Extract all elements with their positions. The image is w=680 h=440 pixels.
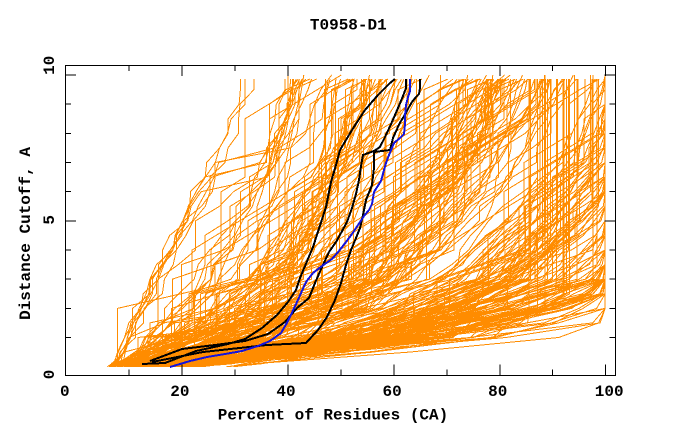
svg-text:10: 10 bbox=[41, 56, 59, 75]
svg-text:100: 100 bbox=[595, 383, 624, 401]
svg-text:Distance Cutoff, A: Distance Cutoff, A bbox=[17, 147, 35, 320]
svg-text:0: 0 bbox=[60, 383, 70, 401]
svg-text:Percent of Residues (CA): Percent of Residues (CA) bbox=[218, 407, 448, 425]
svg-text:40: 40 bbox=[276, 383, 295, 401]
svg-text:T0958-D1: T0958-D1 bbox=[310, 17, 387, 35]
svg-text:60: 60 bbox=[382, 383, 401, 401]
svg-text:20: 20 bbox=[170, 383, 189, 401]
svg-text:0: 0 bbox=[41, 370, 59, 380]
svg-text:5: 5 bbox=[41, 215, 59, 225]
svg-text:80: 80 bbox=[488, 383, 507, 401]
